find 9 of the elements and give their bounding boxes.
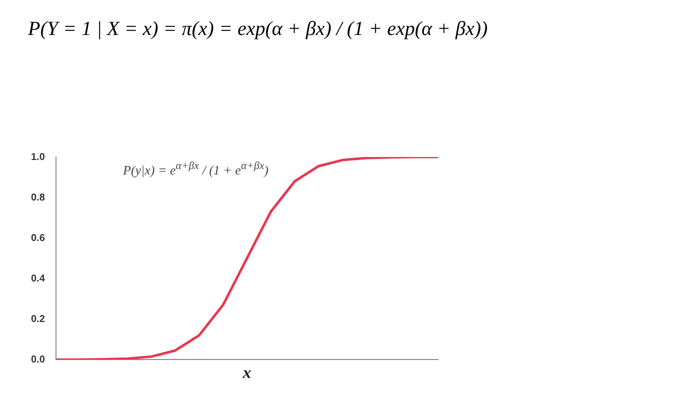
- x-axis-title: x: [242, 363, 252, 382]
- annotation: P(y|x) = e$^{α+βx}$ / (1 + e$^{α+βx}$): [123, 160, 268, 178]
- y-tick-label: 0.6: [30, 232, 46, 244]
- chart-title: P(Y = 1 | X = x) = π(x) = exp(α + βx) / (1 + exp(α + βx)): [28, 18, 489, 41]
- y-tick-label: 0.2: [30, 314, 46, 325]
- y-tick-label: 0.8: [30, 192, 46, 204]
- y-tick-label: 1.0: [30, 152, 46, 163]
- y-tick-label: 0.0: [30, 354, 46, 366]
- y-tick-label: 0.4: [30, 273, 46, 284]
